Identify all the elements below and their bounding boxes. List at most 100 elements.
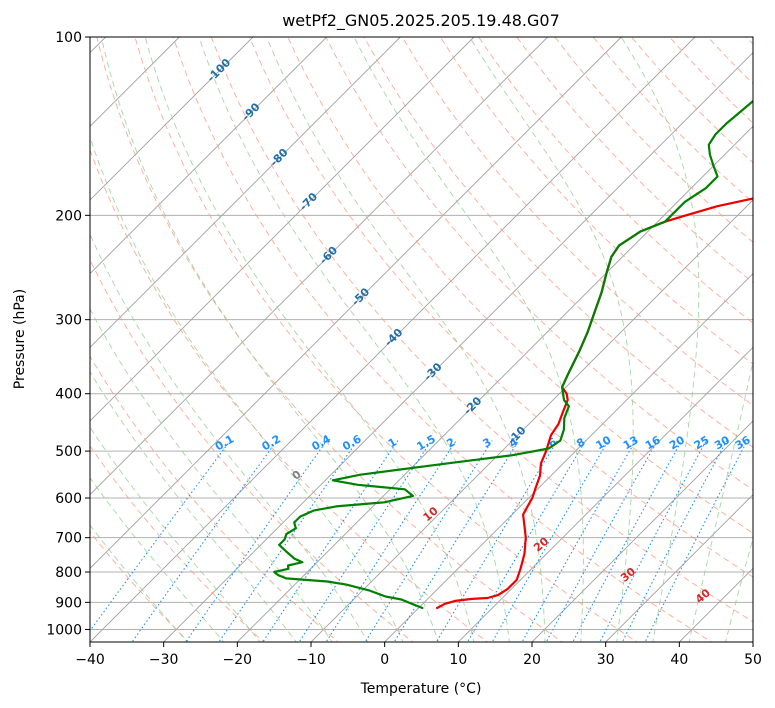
isotherm-line: [310, 199, 753, 642]
isotherm-label: -40: [382, 326, 405, 349]
isotherm-line: [90, 37, 327, 275]
y-axis-title: Pressure (hPa): [12, 289, 28, 389]
x-tick-label: 10: [449, 652, 467, 668]
isotherm-line: [90, 37, 254, 201]
mixing-ratio-label: 3: [480, 435, 493, 450]
profile-lines: [273, 99, 753, 610]
mixing-ratio-line: [572, 440, 683, 642]
moist-adiabat-line: [469, 37, 634, 642]
mixing-ratio-label: 0.4: [310, 432, 334, 453]
dry-adiabat-line: [249, 37, 753, 578]
dry-adiabat-line: [478, 37, 753, 324]
plot-frame: [89, 36, 754, 643]
dry-adiabat-line: [134, 37, 638, 642]
x-tick-label: −10: [296, 652, 326, 668]
mixing-ratio-line: [545, 440, 659, 642]
isotherm-line: [384, 273, 753, 642]
dry-adiabat-line: [325, 37, 753, 491]
dry-adiabat-line: [516, 37, 753, 283]
moist-adiabat-label: 10: [421, 504, 441, 524]
dry-adiabat-line: [363, 37, 753, 448]
mixing-ratio-label: 13: [621, 433, 641, 452]
dry-adiabat-line: [440, 37, 753, 365]
x-tick-label: −30: [149, 652, 179, 668]
y-tick-label: 400: [55, 387, 82, 403]
mixing-ratio-line: [466, 440, 587, 642]
x-axis-title: Temperature (°C): [360, 681, 482, 697]
mixing-ratio-label: 30: [712, 433, 732, 452]
moist-adiabat-line: [90, 477, 225, 642]
moist-adiabat-line: [761, 37, 775, 644]
mixing-ratio-label: 1: [386, 435, 399, 450]
isotherm-line: [90, 37, 696, 642]
dry-adiabat-line: [745, 37, 753, 45]
moist-adiabat-label: 40: [693, 586, 713, 606]
isotherm-label: -80: [267, 146, 290, 169]
moist-adiabat-line: [90, 233, 369, 642]
isotherm-line: [679, 567, 753, 642]
dry-adiabat-line: [90, 258, 414, 642]
mixing-ratio-line: [325, 440, 457, 642]
moist-adiabat-line: [266, 37, 546, 642]
mixing-ratio-label: 10: [594, 433, 614, 452]
mixing-ratio-line: [521, 440, 637, 642]
y-tick-label: 200: [55, 208, 82, 224]
isotherm-label: -30: [421, 360, 444, 383]
mixing-ratio-label: 20: [667, 433, 687, 452]
dewpoint-profile-line: [273, 99, 753, 610]
dry-adiabat-line: [554, 37, 753, 243]
moist-adiabat-line: [620, 37, 700, 642]
mixing-ratio-label: 8: [574, 435, 587, 450]
moist-adiabat-line: [100, 37, 439, 642]
mixing-ratio-line: [298, 440, 432, 642]
isotherm-label: -70: [297, 190, 320, 213]
moist-adiabat-line: [90, 370, 297, 642]
isotherm-line: [531, 420, 753, 642]
isotherm-line: [163, 52, 753, 642]
mixing-ratio-line: [491, 440, 609, 642]
isotherm-label: -20: [461, 394, 484, 417]
moist-adiabat-line: [144, 37, 475, 642]
mixing-ratio-line: [599, 440, 707, 642]
y-tick-label: 300: [55, 313, 82, 329]
dry-adiabat-line: [90, 445, 265, 642]
dry-adiabat-line: [90, 355, 339, 642]
isotherm-line: [90, 37, 401, 348]
mixing-ratio-label: 0.1: [213, 432, 236, 453]
mixing-ratio-line: [131, 440, 278, 642]
moist-adiabat-line: [90, 426, 261, 642]
isotherm-line: [605, 494, 753, 642]
mixing-ratio-line: [435, 440, 558, 642]
mixing-ratio-line: [90, 440, 231, 632]
isotherm-line: [90, 37, 475, 422]
moist-adiabat-line: [353, 37, 584, 642]
dry-adiabat-line: [172, 37, 713, 642]
y-tick-label: 800: [55, 565, 82, 581]
mixing-ratio-label: 25: [692, 433, 712, 452]
mixing-ratio-label: 0.6: [340, 432, 364, 453]
y-tick-label: 700: [55, 531, 82, 547]
moist-adiabat-line: [725, 536, 753, 642]
y-tick-label: 600: [55, 491, 82, 507]
mixing-ratio-label: 2: [444, 435, 457, 450]
isotherm-label: -100: [205, 56, 234, 85]
dry-adiabat-line: [287, 37, 753, 534]
isotherm-line: [90, 37, 622, 569]
dry-adiabat-line: [90, 148, 489, 642]
moist-adiabat-line: [198, 37, 510, 642]
moist-adiabat-line: [90, 308, 333, 642]
moist-adiabat-line: [90, 524, 188, 642]
axes: −40 −30 −20 −10 0 10 20 30 40 50 100 200 300 400 500 60…: [46, 30, 762, 668]
y-tick-label: 900: [55, 595, 82, 611]
dry-adiabat-line: [210, 37, 753, 623]
moist-adiabat-line: [90, 135, 404, 642]
mixing-ratio-line: [621, 440, 728, 642]
mixing-ratio-line: [262, 440, 399, 642]
dry-adiabat-line: [96, 37, 564, 642]
moist-adiabat-line: [688, 359, 753, 642]
x-tick-label: 50: [744, 652, 762, 668]
dry-adiabat-line: [707, 37, 753, 85]
y-tick-label: 100: [55, 30, 82, 46]
x-tick-label: −40: [75, 652, 105, 668]
mixing-ratio-line: [393, 440, 520, 642]
